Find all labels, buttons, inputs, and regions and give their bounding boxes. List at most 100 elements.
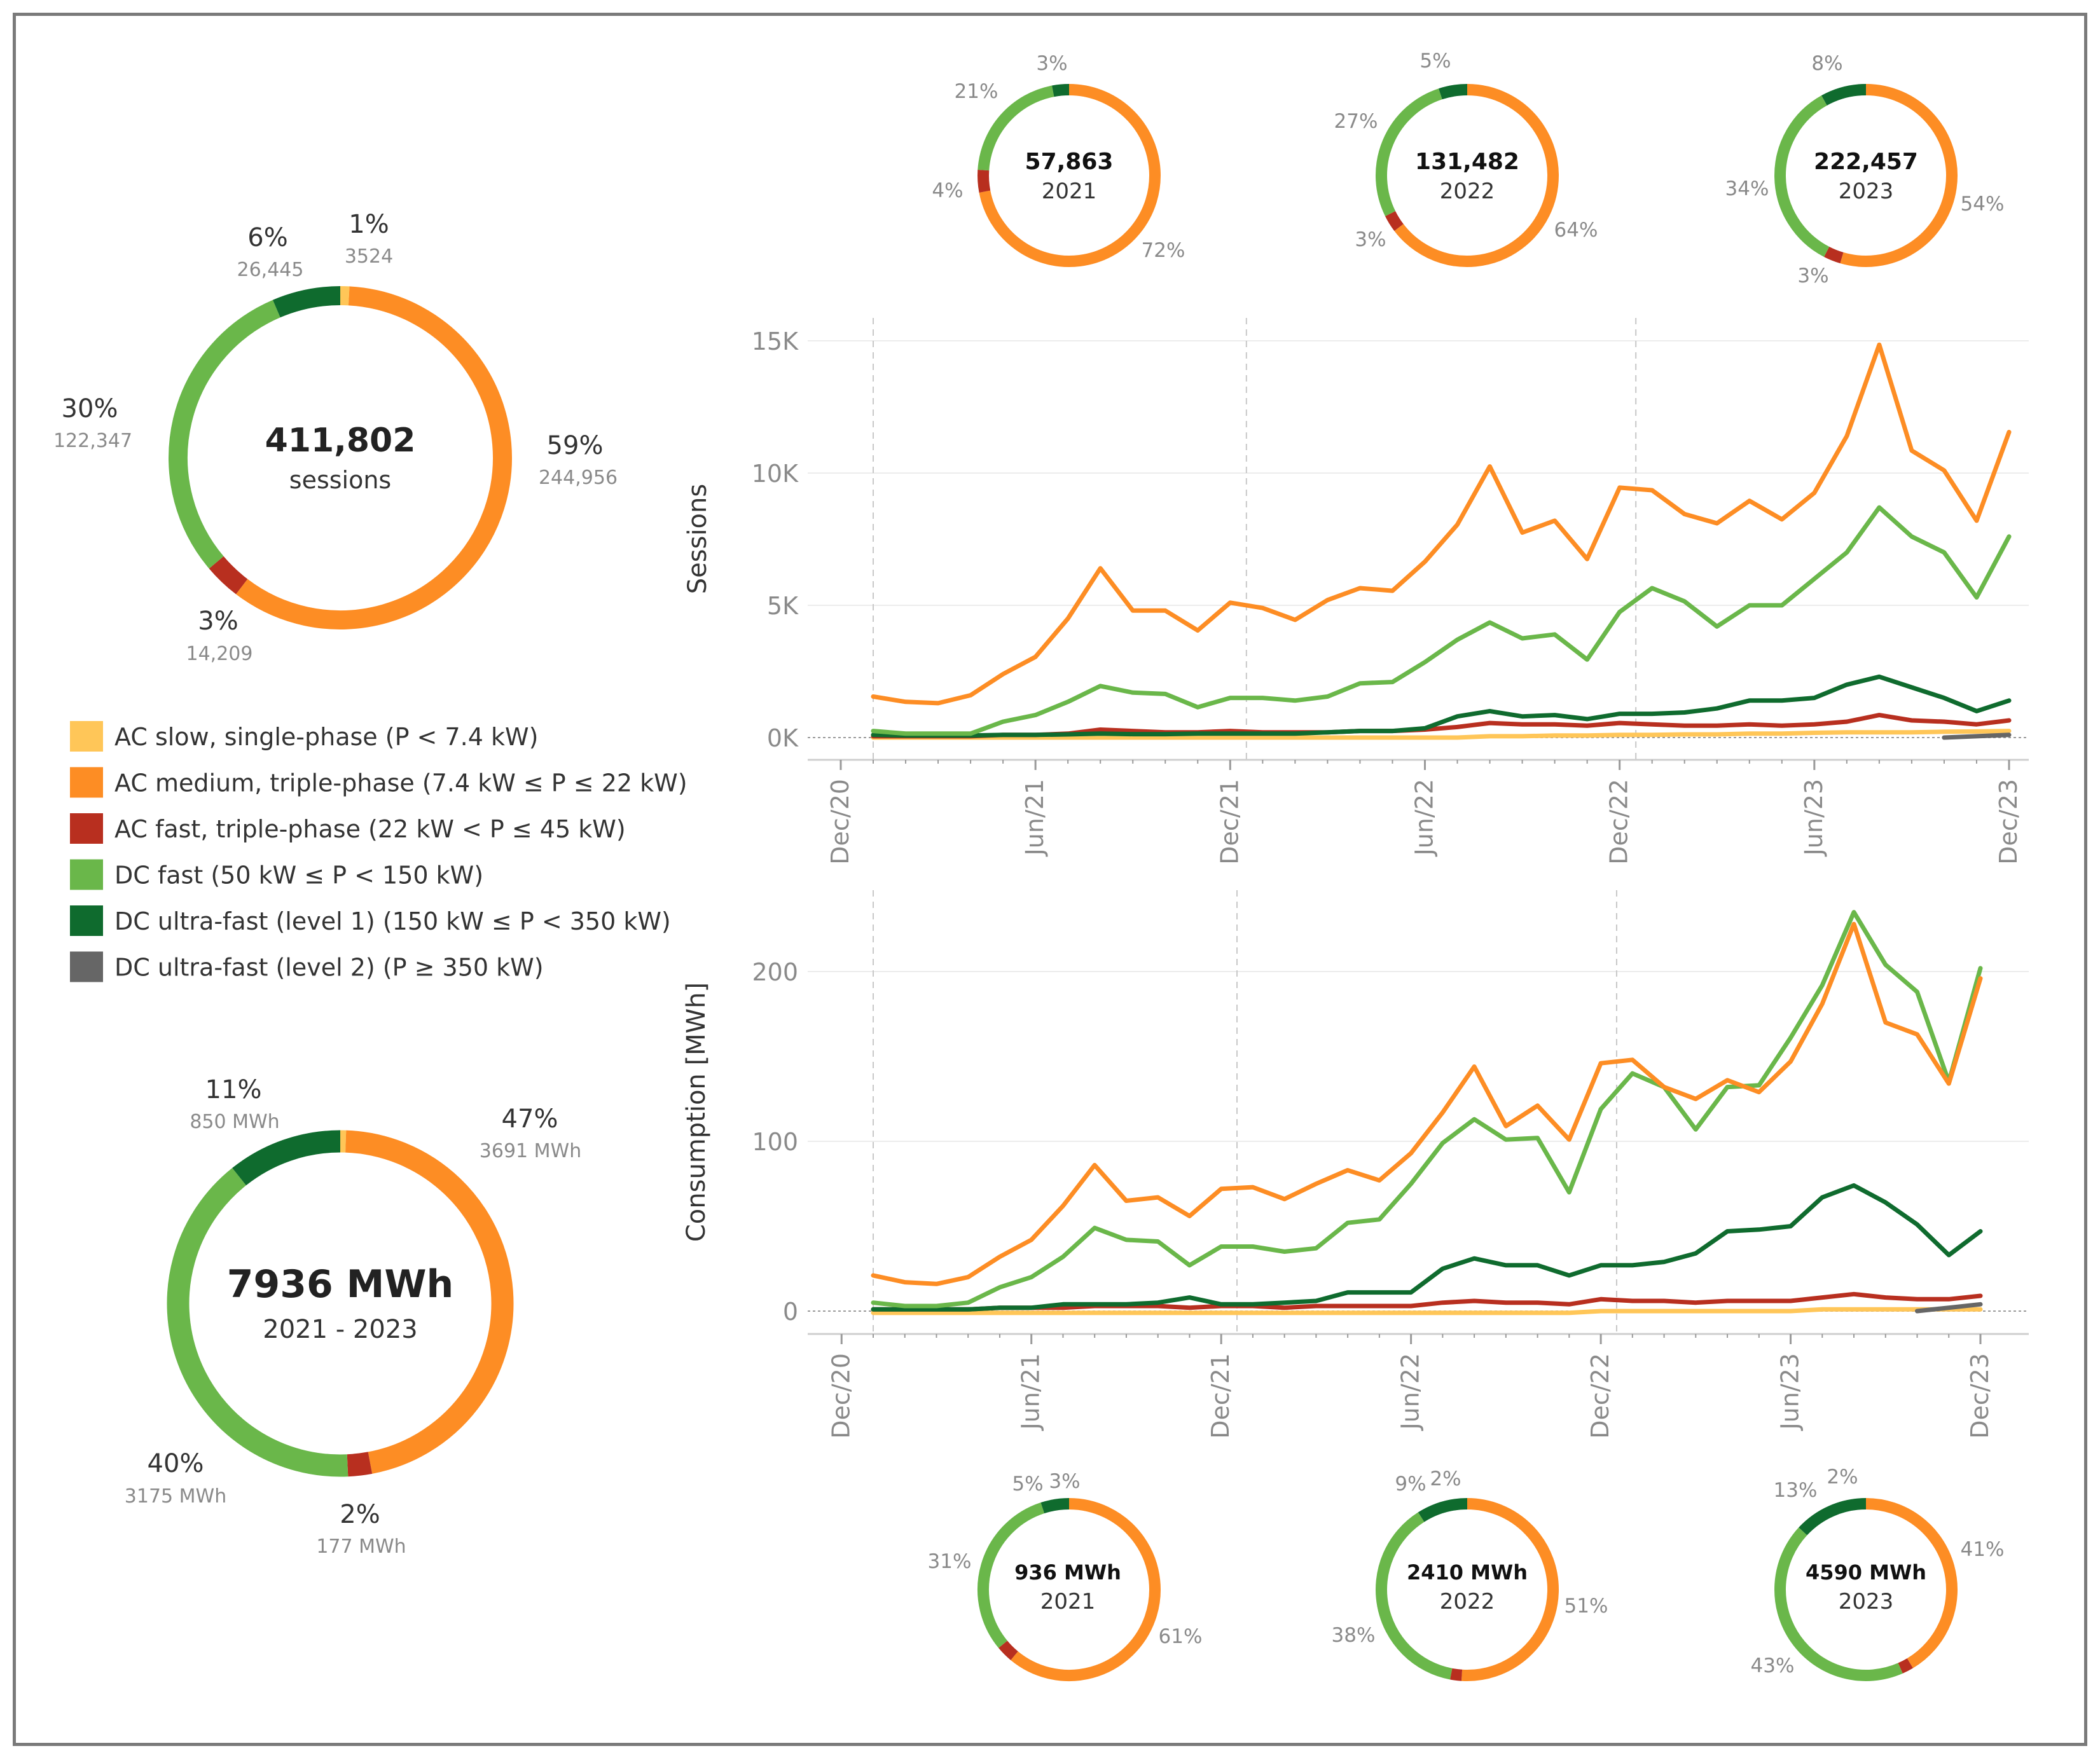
sessions-2022-ac-fast-pct: 3% [1355, 228, 1386, 251]
x-tick-label: Jun/21 [1017, 1353, 1045, 1431]
sessions-ac-medium-count: 244,956 [539, 467, 618, 489]
dashboard-frame [13, 13, 2087, 1746]
x-tick-label: Jun/21 [1021, 779, 1049, 857]
sessions-dc-fast-pct: 30% [62, 394, 118, 423]
sessions-total-donut [169, 286, 512, 629]
y-tick-label: 0 [783, 1298, 798, 1326]
energy-2023-slice-dc_ultra1 [1799, 1498, 1867, 1536]
sessions-2022-donut [1376, 84, 1559, 267]
energy-2021-ac-fast-pct: 3% [1049, 1470, 1080, 1493]
y-tick-label: 5K [767, 592, 799, 620]
legend-label-dc_ultra1: DC ultra-fast (level 1) (150 kW ≤ P < 35… [114, 907, 671, 935]
sessions-2021-dc-fast-pct: 21% [955, 80, 998, 103]
sessions-2023-dc-ultra1-pct: 8% [1811, 52, 1842, 75]
x-tick-label: Jun/23 [1800, 779, 1828, 857]
sessions-ac-medium-pct: 59% [547, 431, 604, 460]
energy-2021-year: 2021 [1040, 1589, 1096, 1614]
x-tick-label: Dec/23 [1994, 779, 2022, 865]
energy-ac-fast-pct: 2% [340, 1500, 380, 1529]
energy-dc-ultra1-pct: 11% [205, 1075, 262, 1104]
energy-2023-ac-fast-pct: 2% [1827, 1466, 1858, 1488]
series-line-dc_ultra1 [871, 1183, 1983, 1312]
energy-2023-slice-ac_fast [1898, 1658, 1913, 1674]
x-tick-label: Dec/21 [1215, 779, 1243, 865]
sessions-2023-slice-ac_fast [1824, 246, 1844, 264]
energy-total-center-value: 7936 MWh [227, 1262, 453, 1307]
series-line-ac_medium [871, 921, 1983, 1286]
sessions-2022-dc-fast-pct: 27% [1334, 110, 1378, 133]
sessions-2023-ac-fast-pct: 3% [1797, 265, 1828, 287]
x-tick-label: Jun/23 [1776, 1353, 1804, 1431]
legend-label-ac_slow: AC slow, single-phase (P < 7.4 kW) [114, 723, 538, 751]
energy-ac-fast-value: 177 MWh [316, 1536, 406, 1558]
sessions-2023-dc-fast-pct: 34% [1725, 177, 1769, 200]
energy-dc-fast-value: 3175 MWh [125, 1485, 226, 1508]
sessions-2022-slice-dc_ultra1 [1439, 84, 1468, 100]
energy-dc-fast-pct: 40% [148, 1449, 204, 1478]
sessions-2023-year: 2023 [1839, 179, 1894, 204]
energy-2023-ac-medium-pct: 41% [1961, 1538, 2005, 1561]
energy-2021-dc-fast-pct: 31% [928, 1550, 972, 1573]
energy-2021-donut [977, 1498, 1161, 1681]
energy-2022-ac-medium-pct: 51% [1565, 1595, 1608, 1618]
series-line-ac_slow [871, 1307, 1983, 1316]
sessions-2021-donut [977, 84, 1161, 267]
x-tick-label: Dec/22 [1605, 779, 1633, 865]
sessions-total-slice-dc_fast [169, 299, 280, 569]
y-tick-label: 100 [752, 1128, 798, 1156]
energy-2022-dc-fast-pct: 38% [1332, 1624, 1376, 1647]
x-tick-label: Dec/20 [826, 779, 854, 865]
energy-ac-medium-value: 3691 MWh [480, 1140, 581, 1162]
sessions-2021-ac-medium-pct: 72% [1142, 239, 1185, 262]
sessions-ac-fast-count: 14,209 [186, 643, 253, 665]
energy-total-slice-dc_ultra1 [232, 1130, 341, 1186]
sessions-total-center-label: sessions [289, 466, 391, 494]
energy-total-slice-ac_fast [347, 1452, 373, 1477]
sessions-ac-fast-pct: 3% [198, 607, 238, 636]
energy-total-slice-dc_fast [167, 1167, 349, 1477]
sessions-2022-dc-ultra1-pct: 5% [1420, 50, 1451, 72]
energy-ac-medium-pct: 47% [502, 1104, 558, 1134]
energy-2022-donut [1376, 1498, 1559, 1681]
legend-label-ac_medium: AC medium, triple-phase (7.4 kW ≤ P ≤ 22… [114, 769, 687, 797]
sessions-2021-dc-ultra1-pct: 3% [1036, 52, 1067, 75]
sessions-year-donuts [977, 84, 1958, 267]
sessions-2021-year: 2021 [1042, 179, 1097, 204]
sessions-2022-ac-medium-pct: 64% [1554, 219, 1598, 242]
energy-2022-dc-ultra1-pct: 9% [1395, 1473, 1426, 1495]
sessions-ac-slow-pct: 1% [349, 210, 389, 239]
series-line-dc_ultra2 [1915, 1302, 1983, 1314]
legend-label-dc_fast: DC fast (50 kW ≤ P < 150 kW) [114, 862, 483, 890]
series-line-dc_fast [871, 505, 2012, 736]
sessions-dc-ultra1-count: 26,445 [237, 259, 304, 281]
energy-2021-slice-ac_medium [1011, 1498, 1161, 1681]
energy-2023-total: 4590 MWh [1806, 1560, 1926, 1585]
legend-swatch-dc_ultra1 [70, 905, 103, 936]
x-tick-label: Dec/20 [827, 1353, 855, 1439]
y-tick-label: 0K [767, 724, 799, 752]
sessions-total-center-value: 411,802 [265, 422, 416, 460]
series-line-dc_fast [871, 910, 1983, 1309]
sessions-2021-slice-ac_medium [979, 84, 1161, 267]
sessions-2023-total: 222,457 [1814, 149, 1918, 175]
legend-label-ac_fast: AC fast, triple-phase (22 kW < P ≤ 45 kW… [114, 815, 626, 843]
sessions-2022-slice-ac_fast [1385, 210, 1404, 231]
energy-2022-slice-ac_medium [1461, 1498, 1559, 1681]
legend-swatch-ac_medium [70, 767, 103, 798]
energy-2023-slice-dc_fast [1774, 1527, 1903, 1681]
series-line-dc_ultra1 [871, 674, 2012, 738]
sessions-2021-slice-ac_fast [977, 169, 991, 193]
energy-2022-year: 2022 [1440, 1589, 1495, 1614]
sessions-total-slice-ac_medium [236, 286, 512, 629]
y-tick-label: 10K [752, 460, 799, 488]
sessions-dc-ultra1-pct: 6% [247, 223, 287, 252]
x-tick-label: Dec/23 [1966, 1353, 1994, 1439]
sessions-total-slice-dc_ultra1 [272, 286, 341, 318]
legend: AC slow, single-phase (P < 7.4 kW) AC med… [70, 721, 687, 982]
legend-swatch-ac_slow [70, 721, 103, 752]
energy-2021-total: 936 MWh [1014, 1560, 1121, 1585]
y-axis-title: Consumption [MWh] [682, 982, 711, 1242]
energy-2021-slice-ac_fast [998, 1640, 1018, 1660]
y-tick-label: 15K [752, 327, 799, 355]
